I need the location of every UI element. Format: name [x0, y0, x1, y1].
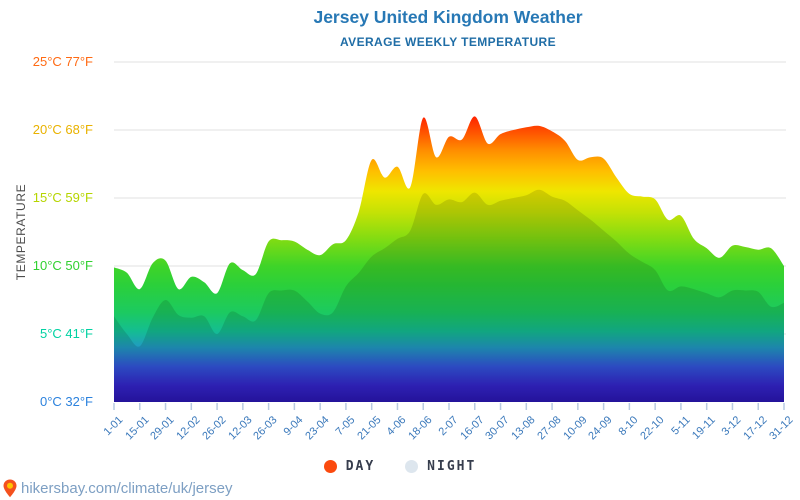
- y-tick-label: 15°C 59°F: [32, 190, 93, 205]
- y-tick-label: 5°C 41°F: [39, 326, 93, 341]
- chart-legend: DAY NIGHT: [0, 459, 800, 474]
- page-subtitle: AVERAGE WEEKLY TEMPERATURE: [340, 35, 556, 49]
- night-temperature-area: [114, 189, 784, 402]
- location-pin-icon: [3, 479, 17, 498]
- legend-label: NIGHT: [427, 459, 477, 474]
- pin-center: [7, 482, 13, 489]
- legend-dot-night: [405, 460, 419, 473]
- y-tick-label: 0°C 32°F: [39, 394, 93, 409]
- legend-item-night[interactable]: NIGHT: [405, 459, 476, 474]
- page-title: Jersey United Kingdom Weather: [313, 7, 583, 27]
- footer: hikersbay.com/climate/uk/jersey: [3, 479, 232, 498]
- y-tick-label: 10°C 50°F: [32, 258, 93, 273]
- day-temperature-area: [114, 116, 784, 402]
- legend-label: DAY: [345, 459, 376, 474]
- y-tick-label: 25°C 77°F: [32, 54, 93, 69]
- y-tick-label: 20°C 68°F: [32, 122, 93, 137]
- legend-dot-day: [323, 460, 337, 473]
- legend-item-day[interactable]: DAY: [323, 459, 376, 474]
- footer-url[interactable]: hikersbay.com/climate/uk/jersey: [21, 480, 233, 497]
